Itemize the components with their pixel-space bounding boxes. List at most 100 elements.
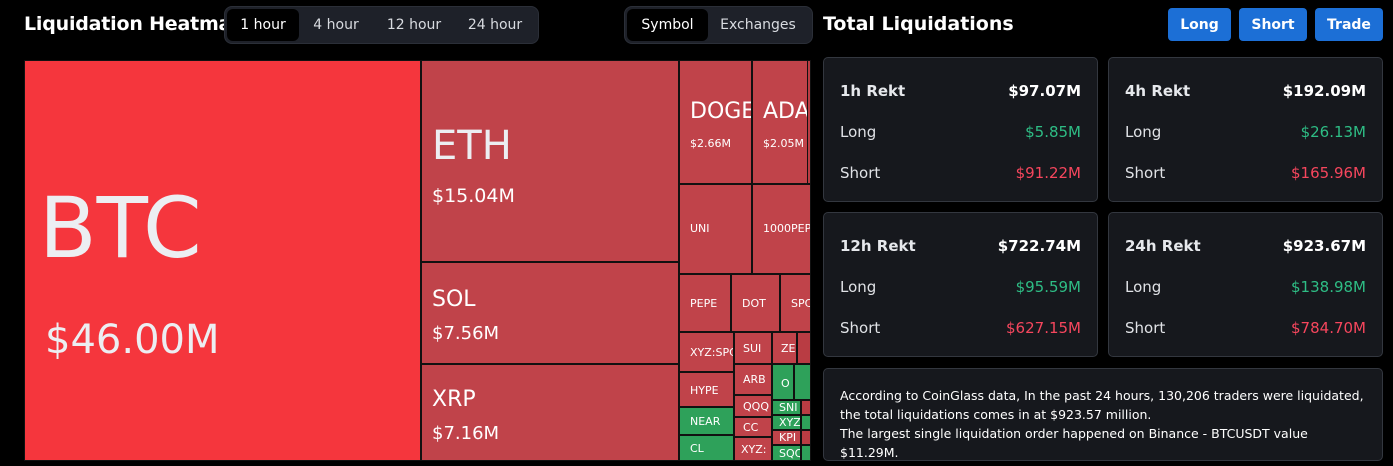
heatmap-tile-eth[interactable]: ETH $15.04M [421,60,679,262]
summary-line-1: According to CoinGlass data, In the past… [840,388,1364,422]
card-label: 4h Rekt [1125,82,1191,100]
card-long-value: $26.13M [1300,123,1366,141]
tile-value: $7.56M [432,323,500,344]
heatmap-tile-near[interactable]: NEAR [679,407,734,435]
heatmap-tile-xyz-spc[interactable]: XYZ:SPC [679,332,734,372]
heatmap-tile-qqq[interactable]: QQQ [734,395,772,417]
tile-symbol: 1000PEPE [763,222,811,235]
tile-symbol: ADA [763,99,810,124]
card-short-value: $91.22M [1015,164,1081,182]
liquidation-heatmap: BTC $46.00M ETH $15.04M SOL $7.56M XRP $… [24,60,811,461]
short-label: Short [840,319,881,337]
heatmap-tile-dot[interactable]: DOT [731,274,780,332]
tile-symbol: ETH [432,123,512,169]
tab-exchanges[interactable]: Exchanges [720,17,796,33]
card-label: 24h Rekt [1125,237,1201,255]
heatmap-tile-pepe[interactable]: PEPE [679,274,731,332]
rekt-card-24h: 24h Rekt $923.67M Long $138.98M Short $784.… [1108,212,1383,357]
card-total: $192.09M [1282,82,1366,100]
total-liquidations-title: Total Liquidations [823,13,1014,35]
rekt-card-1h: 1h Rekt $97.07M Long $5.85M Short $91.22M [823,57,1098,202]
tile-value: $2.66M [690,137,731,150]
page-title: Liquidation Heatmap [24,13,245,35]
heatmap-tile-xyz-colon[interactable]: XYZ: [734,437,772,461]
heatmap-tile-ze[interactable]: ZE [772,332,797,364]
heatmap-tile-1000pepe[interactable]: 1000PEPE [752,184,811,274]
short-label: Short [840,164,881,182]
tile-symbol: SPC [791,297,811,310]
card-short-value: $627.15M [1006,319,1081,337]
tile-symbol: CC [743,421,759,434]
tile-symbol: SUI [743,342,762,355]
card-long-value: $138.98M [1291,278,1366,296]
tile-symbol: SOL [432,287,476,312]
card-label: 12h Rekt [840,237,916,255]
heatmap-tile-hype[interactable]: HYPE [679,372,734,407]
heatmap-tile-kpi[interactable]: KPI [772,430,801,445]
heatmap-tile-doge[interactable]: DOGE $2.66M [679,60,752,184]
tile-value: $15.04M [432,185,515,207]
time-range-tabs: 1 hour 4 hour 12 hour 24 hour [224,6,539,44]
heatmap-tile-btc[interactable]: BTC $46.00M [24,60,421,461]
tile-symbol: NEAR [690,415,721,428]
heatmap-tile-spc[interactable]: SPC [780,274,811,332]
heatmap-tile-cl[interactable]: CL [679,435,734,461]
heatmap-tile-small[interactable] [801,415,811,430]
heatmap-tile-sqq[interactable]: SQQ [772,445,801,461]
tab-1-hour[interactable]: 1 hour [227,9,299,41]
tab-24-hour[interactable]: 24 hour [467,17,523,33]
tile-value: $7.16M [432,423,500,444]
tile-symbol: QQQ [743,400,769,413]
rekt-card-4h: 4h Rekt $192.09M Long $26.13M Short $165.96… [1108,57,1383,202]
tab-4-hour[interactable]: 4 hour [313,17,359,33]
short-button[interactable]: Short [1239,8,1307,41]
long-button[interactable]: Long [1168,8,1231,41]
tile-symbol: UNI [690,222,710,235]
tab-12-hour[interactable]: 12 hour [386,17,442,33]
liquidation-summary: According to CoinGlass data, In the past… [823,368,1383,461]
tile-symbol: ZE [781,342,796,355]
tile-symbol: BTC [39,179,202,277]
heatmap-tile-small[interactable] [801,400,811,415]
tile-symbol: KPI [779,431,797,444]
tab-symbol[interactable]: Symbol [627,9,708,41]
summary-line-2: The largest single liquidation order hap… [840,426,1308,460]
card-short-value: $165.96M [1291,164,1366,182]
trade-button[interactable]: Trade [1315,8,1383,41]
heatmap-tile-small[interactable] [801,430,811,445]
heatmap-tile-cc[interactable]: CC [734,417,772,437]
tile-symbol: XYZ:SPC [690,346,734,359]
rekt-card-12h: 12h Rekt $722.74M Long $95.59M Short $627.1… [823,212,1098,357]
card-short-value: $784.70M [1291,319,1366,337]
tile-symbol: XYZ [779,416,801,429]
heatmap-tile-xyz[interactable]: XYZ [772,415,801,430]
short-label: Short [1125,164,1166,182]
long-label: Long [1125,123,1162,141]
tile-symbol: O [781,377,790,390]
tile-symbol: CL [690,442,704,455]
heatmap-tile-small[interactable] [797,332,811,364]
tile-symbol: XYZ: [741,443,767,456]
heatmap-tile-sni[interactable]: SNI [772,400,801,415]
heatmap-tile-xrp[interactable]: XRP $7.16M [421,364,679,461]
card-long-value: $5.85M [1025,123,1081,141]
tile-symbol: ARB [743,373,766,386]
heatmap-tile-uni[interactable]: UNI [679,184,752,274]
tile-symbol: XRP [432,387,476,412]
tile-symbol: HYPE [690,384,719,397]
card-label: 1h Rekt [840,82,906,100]
heatmap-tile-sui[interactable]: SUI [734,332,772,364]
heatmap-tile-small[interactable] [794,364,811,400]
card-total: $923.67M [1282,237,1366,255]
long-label: Long [1125,278,1162,296]
heatmap-tile-ada[interactable]: ADA $2.05M [752,60,811,184]
tile-symbol: DOT [742,297,766,310]
heatmap-tile-sol[interactable]: SOL $7.56M [421,262,679,364]
heatmap-tile-small[interactable] [801,445,811,461]
card-long-value: $95.59M [1015,278,1081,296]
tile-value: $2.05M [763,137,804,150]
heatmap-tile-small[interactable] [807,60,811,184]
heatmap-tile-o[interactable]: O [772,364,794,400]
card-total: $97.07M [1008,82,1081,100]
heatmap-tile-arb[interactable]: ARB [734,364,772,395]
